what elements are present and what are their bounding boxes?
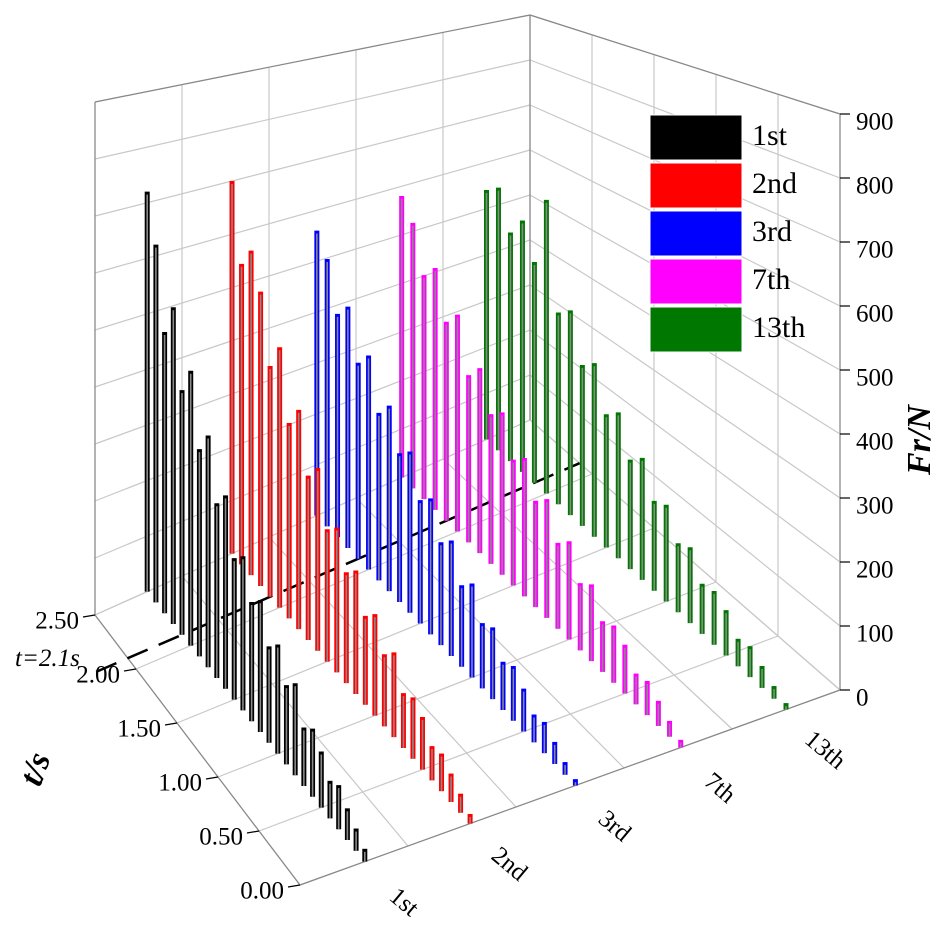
legend-swatch	[649, 306, 743, 353]
annotation-line	[95, 462, 581, 673]
x-tick-label: 2.50	[35, 608, 79, 635]
z-tick-label: 0	[856, 685, 869, 712]
z-tick-label: 900	[856, 109, 894, 136]
tick-mark	[82, 614, 96, 618]
legend-label: 7th	[752, 263, 790, 296]
grid-line	[94, 149, 531, 274]
grid-line	[94, 419, 531, 616]
x-tick-label: 2.00	[76, 662, 120, 689]
axis-line	[94, 14, 531, 103]
legend-label: 1st	[752, 119, 788, 152]
legend-label: 13th	[752, 311, 805, 344]
z-tick-label: 500	[856, 365, 894, 392]
axis-line	[299, 689, 841, 886]
z-axis-label: Fr/N	[901, 404, 938, 476]
grid-line	[94, 104, 531, 217]
grid-line	[94, 374, 531, 559]
category-label: 2nd	[486, 842, 532, 887]
z-tick-label: 300	[856, 493, 894, 520]
z-tick-label: 800	[856, 173, 894, 200]
x-axis-label: t/s	[13, 748, 59, 791]
legend-swatch	[649, 210, 743, 257]
z-tick-label: 600	[856, 301, 894, 328]
annotation-label: t=2.1s	[15, 645, 80, 672]
axis-line	[94, 614, 301, 886]
legend-swatch	[649, 258, 743, 305]
category-label: 13th	[799, 726, 851, 776]
tick-mark	[123, 668, 137, 672]
legend-swatch	[649, 162, 743, 209]
x-tick-label: 1.00	[158, 770, 202, 797]
tick-mark	[287, 884, 301, 888]
z-tick-label: 200	[856, 557, 894, 584]
tick-mark	[205, 776, 219, 780]
grid-line	[135, 473, 593, 670]
category-label: 1st	[384, 883, 424, 922]
z-tick-label: 400	[856, 429, 894, 456]
grid-line	[529, 419, 841, 691]
grid-line	[94, 59, 531, 160]
grid-line	[529, 374, 841, 627]
grid-line	[94, 284, 531, 445]
grid-line	[529, 329, 841, 563]
legend-swatch	[649, 114, 743, 161]
z-tick-label: 100	[856, 621, 894, 648]
grid-line	[529, 284, 841, 499]
x-tick-label: 0.00	[240, 878, 284, 905]
grid-line	[176, 527, 655, 724]
x-tick-label: 0.50	[199, 824, 243, 851]
grid-line	[258, 635, 779, 832]
grid-line	[94, 239, 531, 388]
grid-line	[94, 329, 531, 502]
axis-line	[529, 14, 841, 115]
grid-line	[94, 194, 531, 331]
x-tick-label: 1.50	[117, 716, 161, 743]
category-label: 7th	[699, 768, 741, 810]
grid-line	[217, 581, 717, 778]
tick-mark	[164, 722, 178, 726]
legend-label: 2nd	[752, 167, 797, 200]
z-tick-label: 700	[856, 237, 894, 264]
tick-mark	[246, 830, 260, 834]
legend-label: 3rd	[752, 215, 792, 248]
category-label: 3rd	[593, 805, 636, 847]
